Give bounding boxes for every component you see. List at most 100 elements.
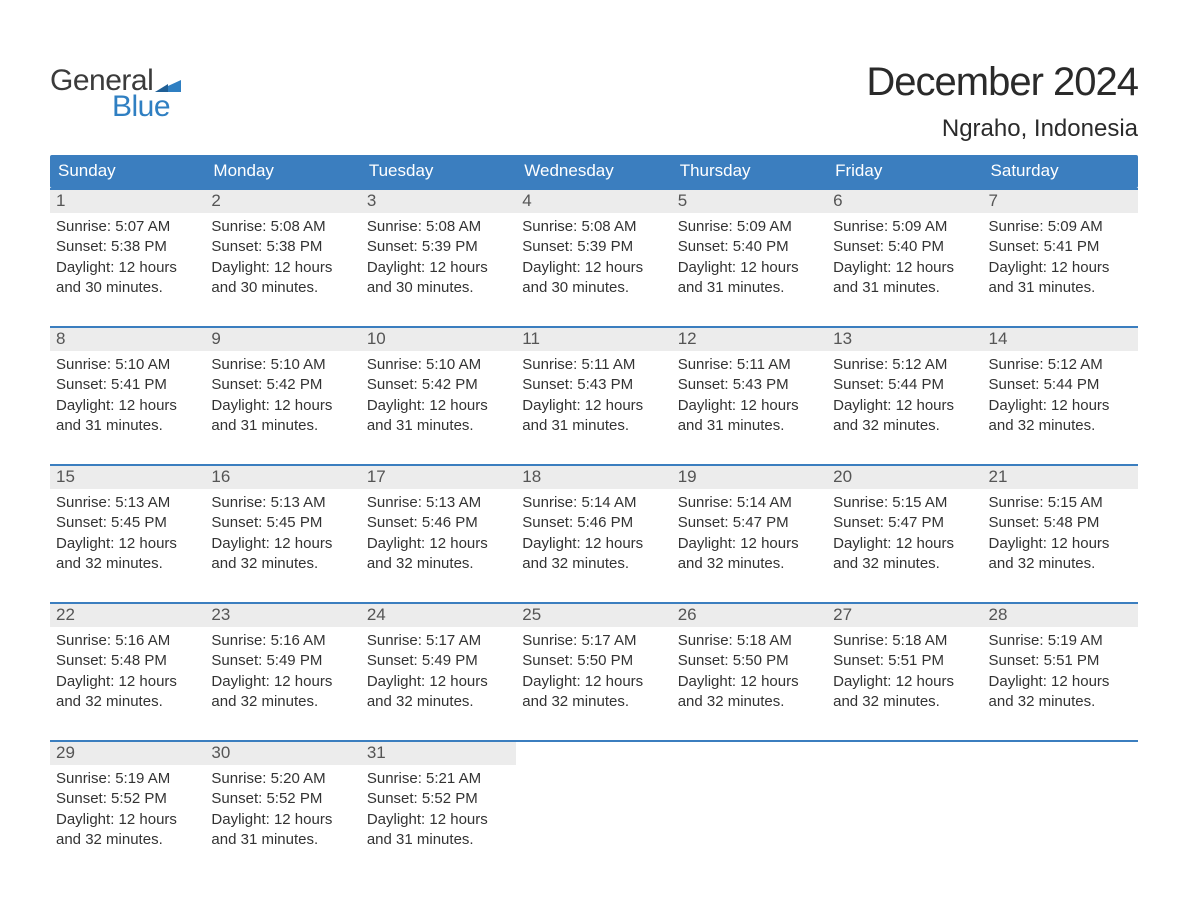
sunset-line: Sunset: 5:41 PM xyxy=(56,375,199,395)
day-cell: 26Sunrise: 5:18 AMSunset: 5:50 PMDayligh… xyxy=(672,604,827,718)
daylight-line: Daylight: 12 hours and 32 minutes. xyxy=(833,672,976,713)
day-body: Sunrise: 5:09 AMSunset: 5:40 PMDaylight:… xyxy=(672,213,827,304)
sunrise-line: Sunrise: 5:13 AM xyxy=(56,493,199,513)
daylight-line: Daylight: 12 hours and 31 minutes. xyxy=(367,396,510,437)
day-body: Sunrise: 5:17 AMSunset: 5:49 PMDaylight:… xyxy=(361,627,516,718)
day-cell: 8Sunrise: 5:10 AMSunset: 5:41 PMDaylight… xyxy=(50,328,205,442)
day-cell xyxy=(672,742,827,856)
daylight-line: Daylight: 12 hours and 31 minutes. xyxy=(211,396,354,437)
calendar: Sunday Monday Tuesday Wednesday Thursday… xyxy=(50,155,1138,856)
sunset-line: Sunset: 5:45 PM xyxy=(56,513,199,533)
sunrise-line: Sunrise: 5:17 AM xyxy=(522,631,665,651)
day-body: Sunrise: 5:14 AMSunset: 5:47 PMDaylight:… xyxy=(672,489,827,580)
weeks-container: 1Sunrise: 5:07 AMSunset: 5:38 PMDaylight… xyxy=(50,188,1138,856)
day-cell: 10Sunrise: 5:10 AMSunset: 5:42 PMDayligh… xyxy=(361,328,516,442)
dow-saturday: Saturday xyxy=(983,155,1138,188)
day-body: Sunrise: 5:11 AMSunset: 5:43 PMDaylight:… xyxy=(672,351,827,442)
day-number: 17 xyxy=(361,466,516,489)
day-cell: 19Sunrise: 5:14 AMSunset: 5:47 PMDayligh… xyxy=(672,466,827,580)
sunrise-line: Sunrise: 5:16 AM xyxy=(56,631,199,651)
page-header: General Blue December 2024 Ngraho, Indon… xyxy=(50,60,1138,143)
sunset-line: Sunset: 5:41 PM xyxy=(989,237,1132,257)
title-location: Ngraho, Indonesia xyxy=(866,115,1138,143)
dow-thursday: Thursday xyxy=(672,155,827,188)
sunrise-line: Sunrise: 5:11 AM xyxy=(678,355,821,375)
day-number: 29 xyxy=(50,742,205,765)
day-cell: 29Sunrise: 5:19 AMSunset: 5:52 PMDayligh… xyxy=(50,742,205,856)
day-body: Sunrise: 5:09 AMSunset: 5:41 PMDaylight:… xyxy=(983,213,1138,304)
sunrise-line: Sunrise: 5:21 AM xyxy=(367,769,510,789)
sunrise-line: Sunrise: 5:15 AM xyxy=(989,493,1132,513)
sunset-line: Sunset: 5:48 PM xyxy=(989,513,1132,533)
day-cell: 30Sunrise: 5:20 AMSunset: 5:52 PMDayligh… xyxy=(205,742,360,856)
daylight-line: Daylight: 12 hours and 32 minutes. xyxy=(367,534,510,575)
dow-monday: Monday xyxy=(205,155,360,188)
sunset-line: Sunset: 5:46 PM xyxy=(522,513,665,533)
sunset-line: Sunset: 5:47 PM xyxy=(833,513,976,533)
daylight-line: Daylight: 12 hours and 32 minutes. xyxy=(678,534,821,575)
day-body: Sunrise: 5:08 AMSunset: 5:39 PMDaylight:… xyxy=(361,213,516,304)
day-number: 7 xyxy=(983,190,1138,213)
day-body: Sunrise: 5:15 AMSunset: 5:48 PMDaylight:… xyxy=(983,489,1138,580)
sunset-line: Sunset: 5:46 PM xyxy=(367,513,510,533)
day-cell: 6Sunrise: 5:09 AMSunset: 5:40 PMDaylight… xyxy=(827,190,982,304)
day-cell: 27Sunrise: 5:18 AMSunset: 5:51 PMDayligh… xyxy=(827,604,982,718)
sunrise-line: Sunrise: 5:13 AM xyxy=(211,493,354,513)
sunset-line: Sunset: 5:43 PM xyxy=(522,375,665,395)
daylight-line: Daylight: 12 hours and 30 minutes. xyxy=(522,258,665,299)
day-number: 24 xyxy=(361,604,516,627)
day-cell xyxy=(983,742,1138,856)
brand-word2: Blue xyxy=(112,90,170,124)
day-cell xyxy=(827,742,982,856)
day-body: Sunrise: 5:20 AMSunset: 5:52 PMDaylight:… xyxy=(205,765,360,856)
day-body: Sunrise: 5:08 AMSunset: 5:39 PMDaylight:… xyxy=(516,213,671,304)
daylight-line: Daylight: 12 hours and 32 minutes. xyxy=(678,672,821,713)
daylight-line: Daylight: 12 hours and 31 minutes. xyxy=(678,396,821,437)
sunrise-line: Sunrise: 5:10 AM xyxy=(367,355,510,375)
day-number: 30 xyxy=(205,742,360,765)
sunset-line: Sunset: 5:49 PM xyxy=(211,651,354,671)
day-cell: 5Sunrise: 5:09 AMSunset: 5:40 PMDaylight… xyxy=(672,190,827,304)
day-body: Sunrise: 5:11 AMSunset: 5:43 PMDaylight:… xyxy=(516,351,671,442)
title-month-year: December 2024 xyxy=(866,60,1138,105)
dow-sunday: Sunday xyxy=(50,155,205,188)
day-body: Sunrise: 5:14 AMSunset: 5:46 PMDaylight:… xyxy=(516,489,671,580)
day-body: Sunrise: 5:19 AMSunset: 5:51 PMDaylight:… xyxy=(983,627,1138,718)
sunrise-line: Sunrise: 5:18 AM xyxy=(678,631,821,651)
sunset-line: Sunset: 5:44 PM xyxy=(833,375,976,395)
sunset-line: Sunset: 5:40 PM xyxy=(678,237,821,257)
sunset-line: Sunset: 5:51 PM xyxy=(989,651,1132,671)
day-body: Sunrise: 5:18 AMSunset: 5:51 PMDaylight:… xyxy=(827,627,982,718)
dow-wednesday: Wednesday xyxy=(516,155,671,188)
day-cell: 9Sunrise: 5:10 AMSunset: 5:42 PMDaylight… xyxy=(205,328,360,442)
daylight-line: Daylight: 12 hours and 31 minutes. xyxy=(522,396,665,437)
sunset-line: Sunset: 5:52 PM xyxy=(367,789,510,809)
sunset-line: Sunset: 5:47 PM xyxy=(678,513,821,533)
day-cell: 14Sunrise: 5:12 AMSunset: 5:44 PMDayligh… xyxy=(983,328,1138,442)
sunrise-line: Sunrise: 5:09 AM xyxy=(989,217,1132,237)
day-cell: 25Sunrise: 5:17 AMSunset: 5:50 PMDayligh… xyxy=(516,604,671,718)
day-cell: 4Sunrise: 5:08 AMSunset: 5:39 PMDaylight… xyxy=(516,190,671,304)
day-number: 8 xyxy=(50,328,205,351)
daylight-line: Daylight: 12 hours and 31 minutes. xyxy=(56,396,199,437)
day-body: Sunrise: 5:17 AMSunset: 5:50 PMDaylight:… xyxy=(516,627,671,718)
sunrise-line: Sunrise: 5:08 AM xyxy=(522,217,665,237)
daylight-line: Daylight: 12 hours and 30 minutes. xyxy=(56,258,199,299)
week-row: 29Sunrise: 5:19 AMSunset: 5:52 PMDayligh… xyxy=(50,740,1138,856)
sunrise-line: Sunrise: 5:13 AM xyxy=(367,493,510,513)
day-number: 28 xyxy=(983,604,1138,627)
day-body: Sunrise: 5:08 AMSunset: 5:38 PMDaylight:… xyxy=(205,213,360,304)
day-cell: 22Sunrise: 5:16 AMSunset: 5:48 PMDayligh… xyxy=(50,604,205,718)
week-row: 22Sunrise: 5:16 AMSunset: 5:48 PMDayligh… xyxy=(50,602,1138,718)
brand-logo: General Blue xyxy=(50,64,181,124)
days-of-week-header: Sunday Monday Tuesday Wednesday Thursday… xyxy=(50,155,1138,188)
day-number: 18 xyxy=(516,466,671,489)
daylight-line: Daylight: 12 hours and 32 minutes. xyxy=(833,396,976,437)
day-number: 13 xyxy=(827,328,982,351)
sunrise-line: Sunrise: 5:20 AM xyxy=(211,769,354,789)
daylight-line: Daylight: 12 hours and 30 minutes. xyxy=(367,258,510,299)
day-number: 15 xyxy=(50,466,205,489)
day-cell: 13Sunrise: 5:12 AMSunset: 5:44 PMDayligh… xyxy=(827,328,982,442)
day-cell: 17 Sunrise: 5:13 AMSunset: 5:46 PMDayligh… xyxy=(361,466,516,580)
day-number: 11 xyxy=(516,328,671,351)
